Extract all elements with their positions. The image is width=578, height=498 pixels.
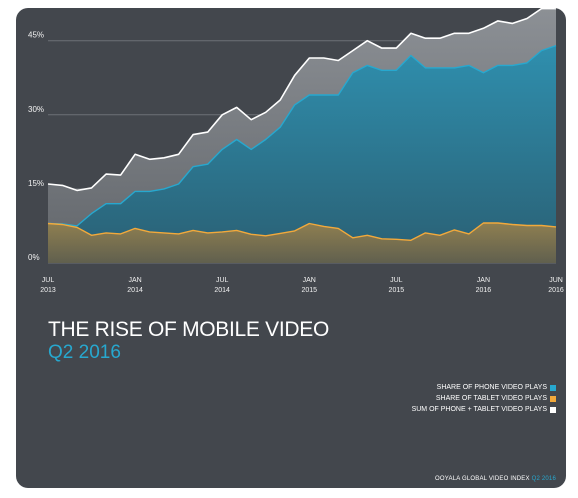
x-tick-year: 2016 [548,287,564,294]
area-phone [48,45,556,263]
x-tick-year: 2014 [127,287,143,294]
x-axis-ticks: JUL 2013 JAN 2014 JUL 2014 JAN 2015 JUL 2015 JAN 20… [40,277,564,294]
footer-period: Q2 2016 [531,476,556,482]
x-tick-label: JUL [390,277,403,284]
line-tablet [47,222,557,242]
legend-swatch-sum [550,406,556,413]
area-chart: 0% 15% 30% 45% JUL 2013 JAN 2014 JUL 2014 JAN 2015… [28,8,564,294]
x-tick-label: JAN [477,277,490,284]
area-tablet [48,223,556,263]
legend-item-tablet: SHARE OF TABLET VIDEO PLAYS [412,393,556,404]
chart-subtitle: Q2 2016 [48,342,121,363]
y-tick-label: 45% [28,31,44,40]
footer-source: OOYALA GLOBAL VIDEO INDEX [435,476,530,482]
x-tick-year: 2016 [476,287,492,294]
x-tick-label: JUL [42,277,55,284]
x-tick-year: 2015 [389,287,405,294]
legend-swatch-tablet [550,395,556,402]
y-tick-label: 30% [28,105,44,114]
y-axis-ticks: 0% 15% 30% 45% [28,31,44,262]
areas [47,8,557,263]
x-tick-label: JUL [216,277,229,284]
x-tick-year: 2015 [301,287,317,294]
chart-card: 0% 15% 30% 45% JUL 2013 JAN 2014 JUL 2014 JAN 2015… [16,8,566,488]
y-tick-label: 15% [28,179,44,188]
line-sum [47,8,556,192]
x-tick-year: 2013 [40,287,56,294]
y-tick-label: 0% [28,253,40,262]
chart-title: THE RISE OF MOBILE VIDEO [48,318,330,341]
legend-label-phone: SHARE OF PHONE VIDEO PLAYS [436,384,547,391]
line-phone [47,44,557,227]
legend: SHARE OF PHONE VIDEO PLAYS SHARE OF TABL… [412,382,556,415]
legend-item-phone: SHARE OF PHONE VIDEO PLAYS [412,382,556,393]
legend-label-tablet: SHARE OF TABLET VIDEO PLAYS [435,395,547,402]
legend-label-sum: SUM OF PHONE + TABLET VIDEO PLAYS [411,406,547,413]
source-footer: OOYALA GLOBAL VIDEO INDEX Q2 2016 [435,476,556,482]
x-tick-year: 2014 [214,287,230,294]
x-tick-label: JAN [303,277,316,284]
legend-item-sum: SUM OF PHONE + TABLET VIDEO PLAYS [412,404,556,415]
x-tick-label: JAN [128,277,141,284]
x-tick-label: JUN [549,277,563,284]
legend-swatch-phone [550,384,556,391]
